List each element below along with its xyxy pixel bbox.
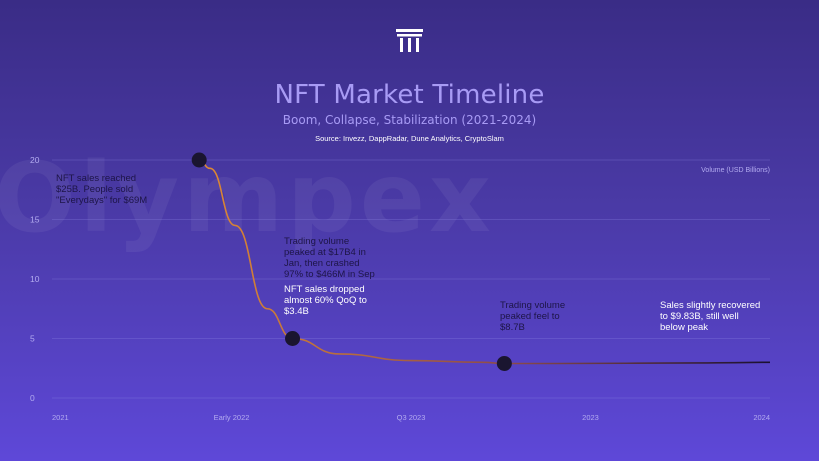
y-tick-label: 5 (30, 334, 35, 344)
x-tick-label: Q3 2023 (397, 413, 426, 422)
pillar-logo-icon (396, 29, 423, 52)
y-axis-label: Volume (USD Billions) (701, 167, 770, 174)
x-tick-label: Early 2022 (214, 413, 250, 422)
series-line (199, 159, 771, 365)
y-tick-label: 20 (30, 155, 40, 165)
annotation-recovery: Sales slightly recovered to $9.83B, stil… (660, 300, 761, 334)
y-tick-label: 10 (30, 274, 40, 284)
annotation-drop: NFT sales dropped almost 60% QoQ to $3.4… (284, 284, 367, 318)
x-tick-label: 2021 (52, 413, 69, 422)
x-tick-label: 2024 (753, 413, 770, 422)
annotation-crash: Trading volume peaked at $17B4 in Jan, t… (284, 236, 375, 281)
annotation-peak: NFT sales reached $25B. People sold "Eve… (56, 173, 148, 207)
event-marker (285, 331, 301, 346)
x-tick-label: 2023 (582, 413, 599, 422)
chart-source: Source: Invezz, DappRadar, Dune Analytic… (315, 134, 504, 143)
chart-title: NFT Market Timeline (274, 80, 545, 110)
event-marker (191, 152, 207, 168)
chart-subtitle: Boom, Collapse, Stabilization (2021-2024… (282, 113, 537, 127)
y-tick-label: 15 (30, 215, 40, 225)
annotation-trading: Trading volume peaked feel to $8.7B (500, 300, 566, 334)
y-tick-label: 0 (30, 393, 35, 403)
event-marker (496, 355, 512, 371)
